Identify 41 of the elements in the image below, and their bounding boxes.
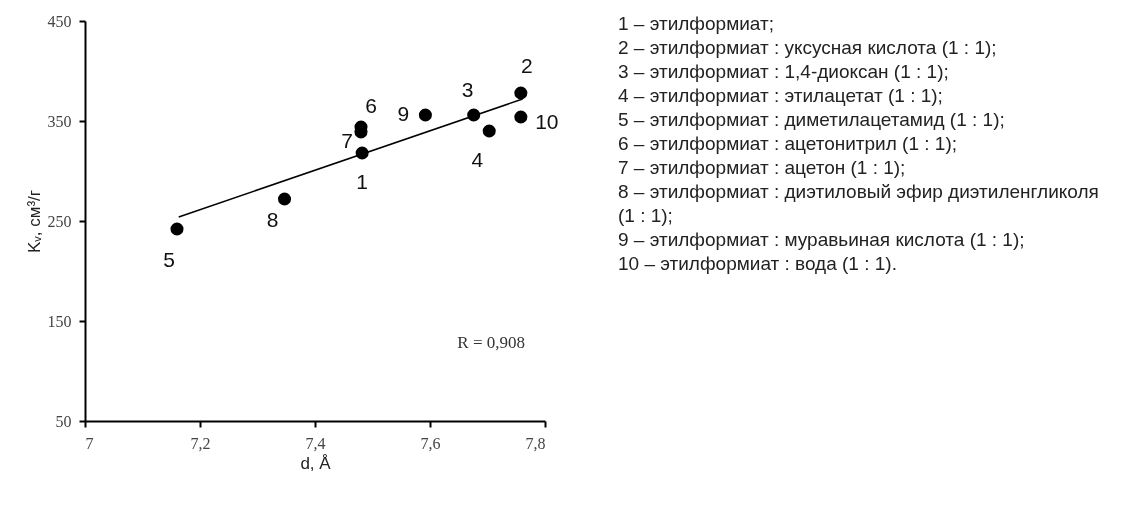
y-tick-label: 350 [47,112,72,130]
point [482,124,496,138]
annotation: 7 [341,129,353,152]
text: 1 – этилформиат; [618,12,775,36]
text: 7 – этилформиат : ацетон (1 : 1); [618,156,907,180]
x-axis-title: d, Å [300,453,332,473]
text: 9 – этилформиат : муравьиная кислота (1 : 1); [618,228,1026,252]
annotation: 4 [471,148,484,171]
point [278,192,292,206]
annotation: 2 [521,54,533,77]
annotation: 1 [356,170,368,193]
x-tick-label: 7,8 [525,434,546,452]
annotation: 10 [535,110,559,133]
text: 10 – этилформиат : вода (1 : 1). [618,252,898,276]
point [514,86,528,100]
annotation: 6 [365,94,377,117]
point [418,108,432,122]
y-tick-label: 150 [47,312,72,330]
annotation: 3 [461,78,474,101]
point [355,146,369,160]
text: 3 – этилформиат : 1,4-диоксан (1 : 1); [618,60,950,84]
annotation: 9 [397,102,410,125]
text: 5 – этилформиат : диметилацетамид (1 : 1); [618,108,1006,132]
point [514,110,528,124]
text: 2 – этилформиат : уксусная кислота (1 : 1); [618,36,998,60]
x-tick-label: 7,6 [420,434,441,452]
text: 6 – этилформиат : ацетонитрил (1 : 1); [618,132,958,156]
annotation: 5 [163,248,175,271]
point [467,108,481,122]
point [170,222,184,236]
y-tick-label: 50 [55,412,72,430]
annotation: R = 0,908 [457,333,525,352]
text: 4 – этилформиат : этилацетат (1 : 1); [618,84,944,108]
text: 8 – этилформиат : диэтиловый эфир диэтиленгликоля (1 : 1); [618,180,1100,228]
annotation: 8 [266,208,279,231]
x-tick-label: 7 [85,434,94,452]
x-tick-label: 7,4 [305,434,326,452]
y-axis-title: Kᵥ, см³/г [24,189,44,254]
x-tick-label: 7,2 [190,434,211,452]
y-tick-label: 450 [47,12,72,30]
y-tick-label: 250 [47,212,72,230]
